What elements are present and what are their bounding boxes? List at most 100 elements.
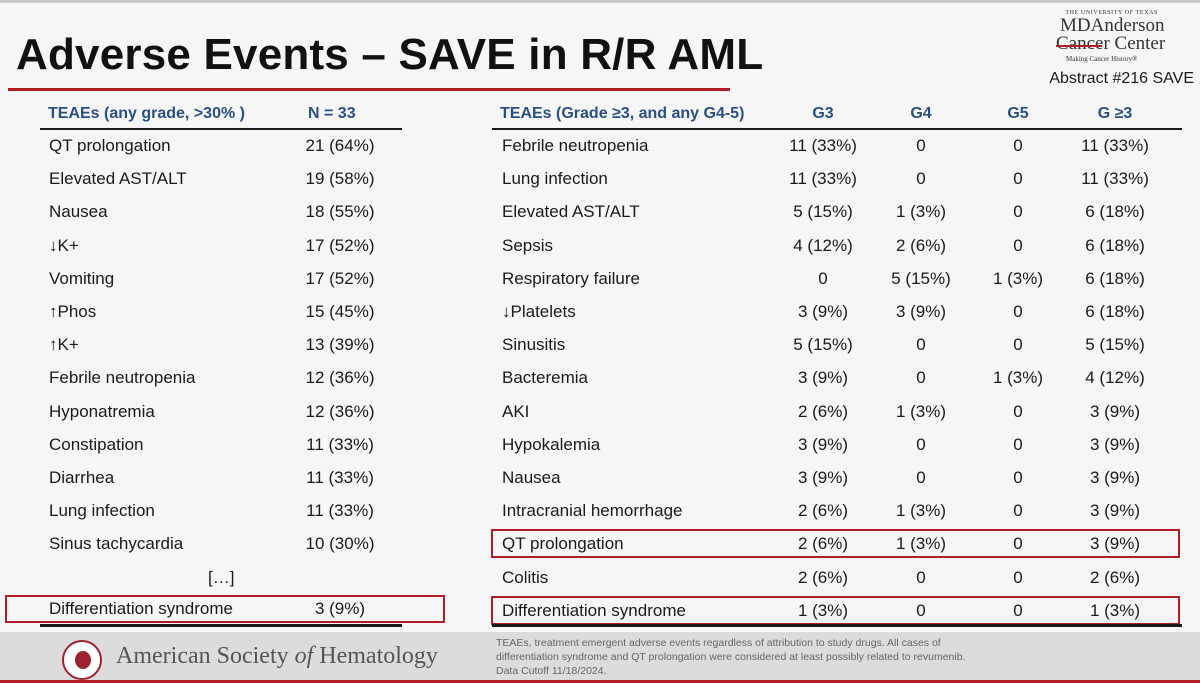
right-row-value: 2 (6%)	[895, 235, 947, 255]
right-row-event: AKI	[502, 401, 530, 421]
right-row-value: 3 (9%)	[895, 302, 947, 321]
right-row-value: 2 (6%)	[797, 401, 849, 421]
right-row-value: 2 (6%)	[797, 534, 849, 554]
top-rule	[0, 0, 1200, 3]
right-row-value: 0	[1013, 567, 1023, 587]
right-row-event: Hypokalemia	[502, 434, 601, 454]
right-row-value: 4 (12%)	[793, 235, 853, 255]
left-ellipsis: […]	[208, 567, 235, 587]
right-row-event: Bacteremia	[502, 368, 588, 388]
right-row-value: 0	[916, 169, 926, 189]
right-row-event: Nausea	[502, 468, 561, 487]
left-row-value: 17 (52%)	[305, 235, 375, 255]
left-row-event: Lung infection	[49, 501, 155, 521]
right-row-value: 1 (3%)	[1089, 600, 1141, 620]
right-row-value: 3 (9%)	[1089, 501, 1141, 521]
right-row-value: 3 (9%)	[1089, 468, 1141, 487]
right-row-event: Febrile neutropenia	[502, 136, 649, 155]
right-row-value: 0	[916, 600, 926, 620]
left-row-value: 12 (36%)	[305, 368, 375, 388]
society-name: American Society of Hematology	[116, 643, 438, 670]
right-row-value: 0	[916, 468, 926, 487]
left-header-rule	[40, 128, 402, 130]
right-header-rule	[492, 128, 1182, 130]
right-row-value: 0	[1013, 302, 1023, 321]
right-row-event: Sepsis	[502, 235, 554, 255]
right-row-event: ↓Platelets	[502, 302, 576, 321]
right-row-event: Respiratory failure	[502, 268, 640, 288]
left-col-header-n: N = 33	[308, 105, 356, 122]
right-row-value: 3 (9%)	[797, 468, 849, 487]
right-row-value: 0	[916, 136, 926, 155]
left-row-event: Febrile neutropenia	[49, 368, 196, 388]
right-row-event: Colitis	[502, 567, 549, 587]
right-row-event: Lung infection	[502, 169, 608, 189]
left-row-event: Diarrhea	[49, 468, 115, 487]
right-row-value: 4 (12%)	[1085, 368, 1145, 388]
right-row-value: 2 (6%)	[1089, 567, 1141, 587]
right-row-value: 1 (3%)	[895, 501, 947, 521]
right-row-value: 0	[1013, 335, 1023, 355]
right-row-event: Sinusitis	[502, 335, 566, 355]
society-suffix: Hematology	[313, 643, 438, 669]
left-row-event: QT prolongation	[49, 136, 171, 155]
right-row-value: 3 (9%)	[797, 302, 849, 321]
right-row-value: 0	[1013, 235, 1023, 255]
left-row-event: Elevated AST/ALT	[49, 169, 187, 189]
right-row-value: 6 (18%)	[1085, 268, 1145, 288]
page-title: Adverse Events – SAVE in R/R AML	[16, 30, 764, 79]
right-row-value: 11 (33%)	[1081, 136, 1149, 155]
logo-line2-text: Cancer Center	[1056, 33, 1166, 54]
right-row-value: 0	[916, 434, 926, 454]
right-row-value: 5 (15%)	[793, 335, 853, 355]
footnote: TEAEs, treatment emergent adverse events…	[496, 637, 966, 677]
right-row-value: 0	[916, 368, 926, 388]
right-row-event: Differentiation syndrome	[502, 600, 686, 620]
logo-university: THE UNIVERSITY OF TEXAS	[1065, 10, 1158, 16]
right-row-value: 5 (15%)	[793, 202, 853, 222]
right-row-event: QT prolongation	[502, 534, 624, 554]
society-of: of	[294, 643, 314, 669]
ash-seal-icon	[62, 640, 102, 680]
right-row-value: 3 (9%)	[1089, 434, 1141, 454]
left-row-event: ↑Phos	[49, 302, 97, 321]
right-row-value: 0	[818, 268, 828, 288]
left-row-event: Nausea	[49, 202, 108, 222]
right-highlight-box	[491, 595, 1180, 625]
right-row-value: 0	[1013, 501, 1023, 521]
abstract-label: Abstract #216 SAVE	[1049, 70, 1194, 87]
left-bottom-rule	[40, 624, 402, 627]
left-row-event: Hyponatremia	[49, 401, 155, 421]
left-row-value: 18 (55%)	[305, 202, 375, 222]
right-row-value: 5 (15%)	[891, 268, 951, 288]
right-row-value: 11 (33%)	[789, 136, 857, 155]
right-row-value: 11 (33%)	[789, 169, 857, 189]
right-col-header-grade: G5	[1007, 105, 1029, 122]
right-row-value: 0	[1013, 434, 1023, 454]
left-row-event: Vomiting	[49, 268, 115, 288]
right-row-value: 5 (15%)	[1085, 335, 1145, 355]
right-row-value: 0	[1013, 202, 1023, 222]
logo-line2: Cancer Center	[1056, 33, 1166, 54]
right-highlight-box	[491, 529, 1180, 559]
right-row-value: 1 (3%)	[992, 368, 1044, 388]
left-row-value: 13 (39%)	[305, 335, 375, 355]
right-row-value: 1 (3%)	[895, 401, 947, 421]
right-row-value: 0	[1013, 600, 1023, 620]
footer-bar	[0, 632, 1200, 683]
society-prefix: American Society	[116, 643, 295, 669]
left-row-value: 12 (36%)	[305, 401, 375, 421]
right-row-value: 1 (3%)	[992, 268, 1044, 288]
right-row-value: 1 (3%)	[895, 202, 947, 222]
right-row-value: 6 (18%)	[1085, 235, 1145, 255]
logo-line1: MDAnderson	[1060, 15, 1165, 36]
right-row-value: 6 (18%)	[1085, 302, 1145, 321]
left-row-value: 11 (33%)	[306, 468, 374, 487]
left-row-value: 15 (45%)	[305, 302, 375, 321]
logo-strike	[1056, 45, 1102, 47]
blood-drop-icon	[75, 651, 91, 669]
left-highlight-box	[5, 594, 445, 623]
left-row-value: 21 (64%)	[305, 136, 375, 155]
left-row-value: 11 (33%)	[306, 434, 374, 454]
right-row-value: 0	[1013, 468, 1023, 487]
